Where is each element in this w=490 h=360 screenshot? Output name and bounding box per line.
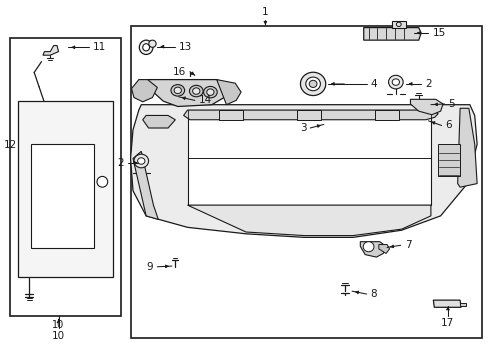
Ellipse shape xyxy=(306,77,320,91)
Polygon shape xyxy=(188,205,431,235)
Text: 15: 15 xyxy=(432,28,445,38)
Ellipse shape xyxy=(143,44,149,51)
Polygon shape xyxy=(460,303,466,306)
Polygon shape xyxy=(458,108,477,187)
Text: 4: 4 xyxy=(370,79,377,89)
Ellipse shape xyxy=(171,85,185,96)
Polygon shape xyxy=(147,80,231,107)
Text: 8: 8 xyxy=(370,289,377,299)
Bar xyxy=(219,110,244,120)
Ellipse shape xyxy=(207,89,214,95)
Text: 2: 2 xyxy=(425,79,432,89)
Bar xyxy=(392,21,406,28)
Text: 7: 7 xyxy=(405,240,411,250)
Text: 10: 10 xyxy=(52,320,65,330)
Text: 17: 17 xyxy=(441,319,455,328)
Ellipse shape xyxy=(389,75,403,89)
Text: 5: 5 xyxy=(448,99,455,109)
Bar xyxy=(375,110,399,120)
Polygon shape xyxy=(43,45,58,55)
Polygon shape xyxy=(188,110,431,205)
Polygon shape xyxy=(130,105,477,237)
Bar xyxy=(31,144,94,248)
Text: 1: 1 xyxy=(262,7,269,17)
Ellipse shape xyxy=(203,86,217,98)
Polygon shape xyxy=(131,80,157,102)
Polygon shape xyxy=(360,242,386,257)
Text: 13: 13 xyxy=(179,42,193,51)
Ellipse shape xyxy=(309,80,317,87)
Polygon shape xyxy=(379,244,390,253)
Polygon shape xyxy=(433,300,461,307)
Text: 11: 11 xyxy=(93,42,106,52)
Polygon shape xyxy=(184,110,438,120)
Text: 16: 16 xyxy=(173,67,186,77)
Bar xyxy=(130,26,482,338)
Text: 9: 9 xyxy=(147,262,153,272)
Bar xyxy=(10,39,121,316)
Polygon shape xyxy=(133,151,158,220)
Bar xyxy=(297,110,321,120)
Ellipse shape xyxy=(174,87,181,94)
Text: 3: 3 xyxy=(300,123,306,133)
Ellipse shape xyxy=(193,88,200,94)
Text: 10: 10 xyxy=(52,330,65,341)
Text: 12: 12 xyxy=(4,140,17,150)
Ellipse shape xyxy=(190,85,203,97)
Bar xyxy=(18,101,113,277)
Ellipse shape xyxy=(149,40,156,47)
Ellipse shape xyxy=(97,176,108,187)
Ellipse shape xyxy=(138,158,145,164)
Text: 2: 2 xyxy=(118,158,124,168)
Polygon shape xyxy=(411,99,443,115)
Ellipse shape xyxy=(134,154,148,168)
Polygon shape xyxy=(364,28,421,40)
Ellipse shape xyxy=(363,242,374,252)
Text: 6: 6 xyxy=(445,121,452,130)
Ellipse shape xyxy=(139,40,153,54)
Bar xyxy=(438,144,460,176)
Polygon shape xyxy=(143,116,175,128)
Polygon shape xyxy=(217,80,241,105)
Ellipse shape xyxy=(392,79,399,85)
Ellipse shape xyxy=(300,72,326,95)
Text: 14: 14 xyxy=(199,95,212,105)
